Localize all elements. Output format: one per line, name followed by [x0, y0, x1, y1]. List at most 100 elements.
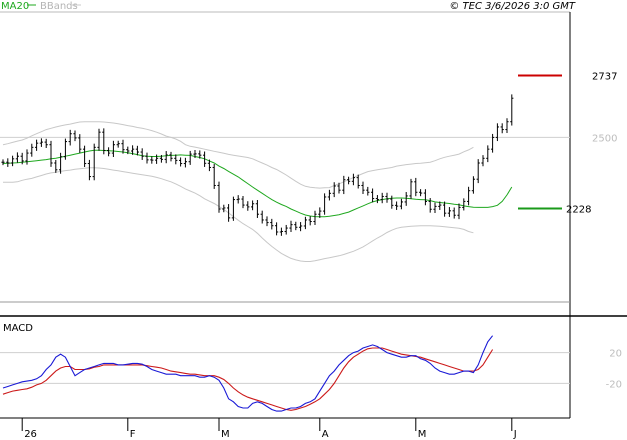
- price-bar: [203, 151, 207, 167]
- bb-upper-line: [2, 121, 474, 189]
- price-bar: [471, 176, 475, 194]
- price-bar: [318, 207, 322, 218]
- price-bar: [179, 157, 183, 167]
- price-bar: [131, 145, 135, 155]
- price-bar: [409, 178, 413, 199]
- price-bar: [323, 193, 327, 215]
- price-bar: [78, 134, 82, 153]
- price-bar: [481, 155, 485, 167]
- macd-tick-label: -20: [606, 379, 622, 390]
- price-bar: [174, 154, 178, 165]
- price-bar: [289, 220, 293, 232]
- price-bar: [169, 151, 173, 162]
- support-label: 2228: [566, 204, 591, 215]
- price-bar: [284, 224, 288, 235]
- price-bar: [188, 150, 192, 165]
- price-bar: [135, 145, 139, 156]
- price-bar: [347, 176, 351, 185]
- price-bar: [193, 150, 197, 158]
- price-bar: [217, 181, 221, 213]
- price-bar: [183, 157, 187, 168]
- price-bar: [25, 149, 29, 165]
- time-tick-label: A: [322, 429, 329, 440]
- price-bar: [299, 222, 303, 232]
- price-bar: [476, 159, 480, 184]
- time-tick-label: M: [221, 429, 230, 440]
- bb-lower-line: [3, 167, 474, 262]
- price-bar: [443, 201, 447, 217]
- time-tick-label: M: [418, 429, 427, 440]
- price-bar: [145, 152, 149, 164]
- price-bar: [102, 128, 106, 155]
- price-bar: [486, 145, 490, 163]
- price-bar: [294, 221, 298, 231]
- price-bar: [457, 203, 461, 220]
- ma20-line: [2, 149, 513, 218]
- price-bar: [467, 186, 471, 206]
- price-bar: [313, 210, 317, 225]
- price-bar: [63, 138, 67, 160]
- price-bar: [107, 147, 111, 157]
- price-bar: [150, 156, 154, 164]
- price-bar: [155, 154, 159, 164]
- price-bar: [92, 143, 96, 181]
- macd-tick-label: 20: [609, 349, 622, 360]
- price-bar: [54, 159, 58, 173]
- price-bar: [44, 138, 48, 149]
- price-bar: [73, 130, 77, 142]
- price-bar: [246, 201, 250, 211]
- price-bar: [438, 201, 442, 210]
- reference-level-label: 2500: [592, 133, 617, 144]
- price-bar: [231, 196, 235, 221]
- price-bar: [241, 196, 245, 209]
- price-bar: [207, 159, 211, 172]
- price-bar: [462, 198, 466, 211]
- price-bar: [1, 159, 5, 166]
- price-bar: [236, 195, 240, 204]
- price-bar: [375, 195, 379, 204]
- macd-label: MACD: [3, 323, 33, 334]
- price-bar: [303, 216, 307, 230]
- price-bar: [116, 140, 120, 148]
- price-bar: [342, 175, 346, 195]
- macd-line: [2, 335, 494, 412]
- price-bar: [68, 129, 72, 146]
- price-bar: [275, 222, 279, 236]
- price-bar: [428, 198, 432, 213]
- price-bar: [419, 189, 423, 197]
- price-bar: [97, 128, 101, 151]
- price-bar: [495, 123, 499, 142]
- legend-ma20: MA20: [1, 1, 29, 12]
- price-bar: [447, 207, 451, 217]
- price-bar: [452, 207, 456, 219]
- price-bar: [491, 133, 495, 153]
- price-bar: [337, 182, 341, 194]
- price-bar: [361, 181, 365, 195]
- price-bar: [423, 189, 427, 206]
- resistance-label: 2737: [592, 71, 617, 82]
- price-bar: [59, 152, 63, 174]
- time-tick-label: 26: [24, 429, 37, 440]
- copyright-notice: © TEC 3/6/2026 3:0 GMT: [449, 1, 576, 12]
- price-bar: [20, 152, 24, 165]
- price-bar: [399, 198, 403, 210]
- price-bar: [380, 192, 384, 204]
- price-bar: [30, 143, 34, 157]
- price-bar: [83, 145, 87, 168]
- price-bar: [414, 177, 418, 197]
- price-bar: [366, 186, 370, 196]
- price-bar: [49, 140, 53, 167]
- price-bar: [126, 146, 130, 155]
- price-panel: 2500 2737 2228: [0, 11, 627, 418]
- price-bar: [332, 182, 336, 198]
- price-bar: [140, 148, 144, 160]
- price-bar: [385, 192, 389, 203]
- price-bar: [222, 204, 226, 213]
- price-bar: [159, 154, 163, 163]
- price-bar: [279, 227, 283, 236]
- price-bar: [251, 200, 255, 211]
- price-bar: [270, 218, 274, 230]
- price-bar: [164, 151, 168, 164]
- price-bar: [510, 94, 514, 126]
